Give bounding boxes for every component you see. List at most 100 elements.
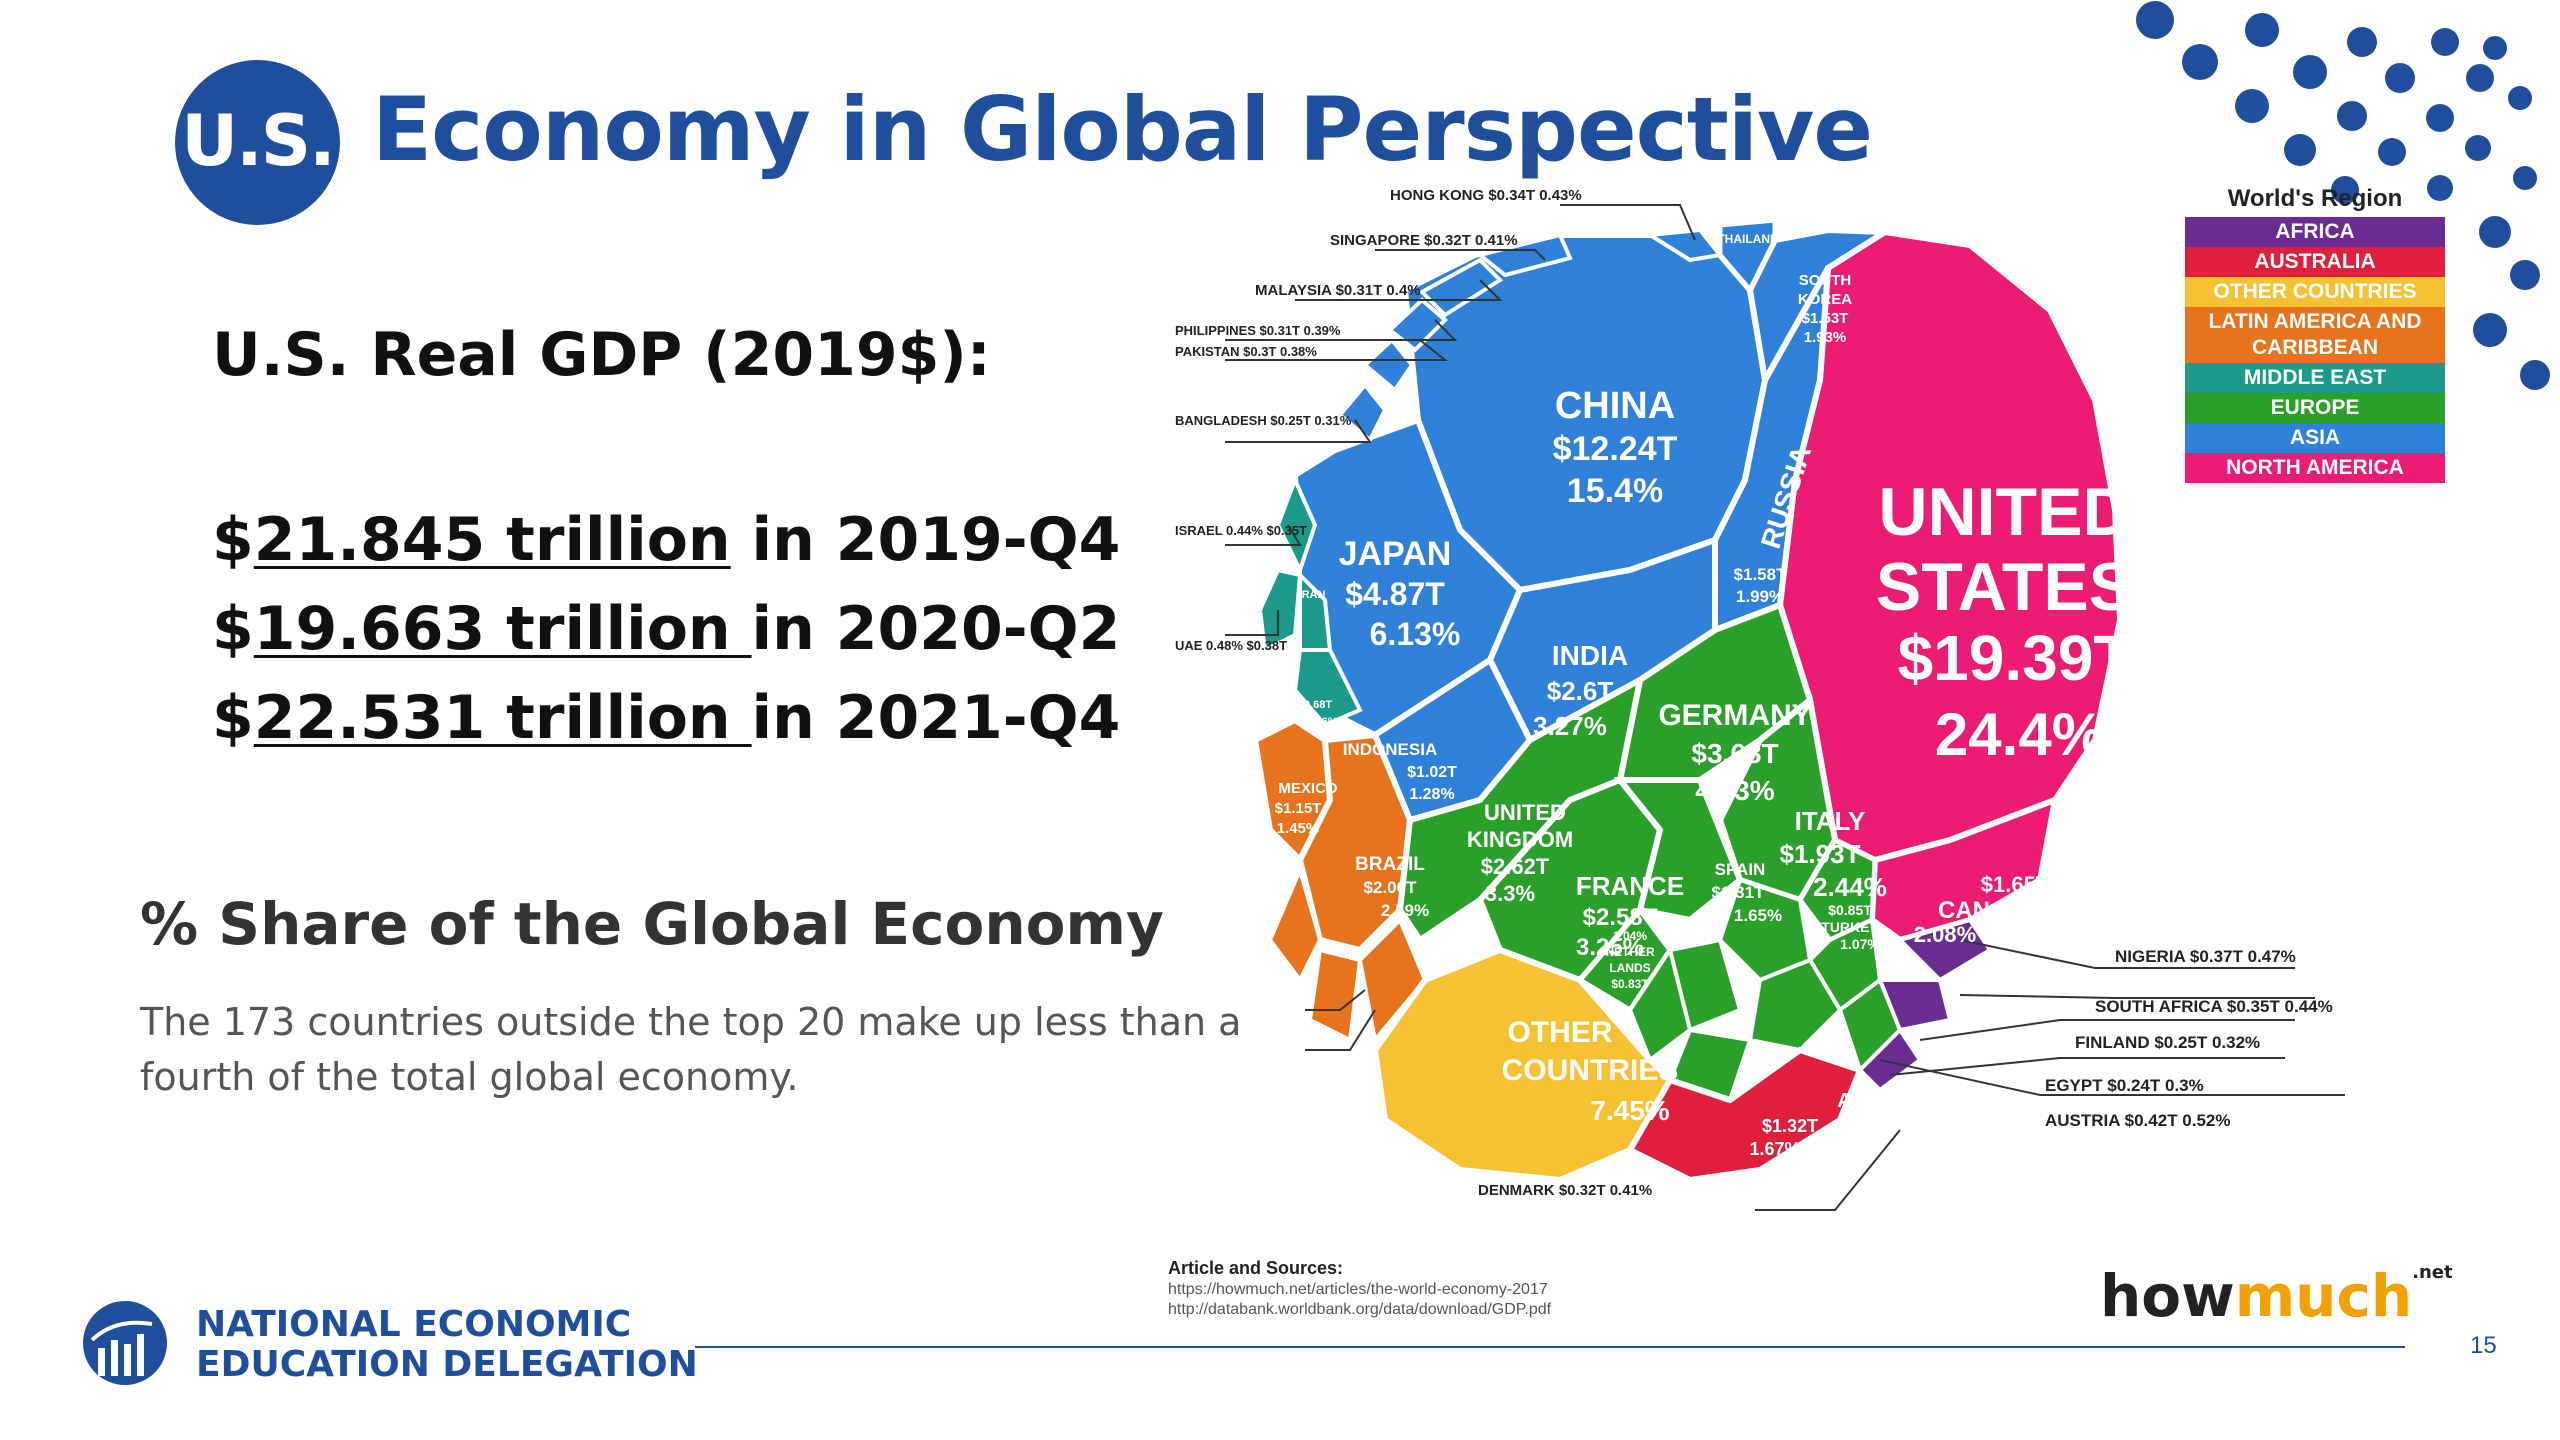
brazil-value: $2.06T: [1364, 878, 1418, 897]
brazil-name: BRAZIL: [1355, 854, 1425, 875]
skorea-share: 1.93%: [1804, 329, 1847, 346]
legend-item-middle-east: MIDDLE EAST: [2185, 363, 2445, 393]
nee-logo-icon: [83, 1301, 167, 1385]
cell-latam-small-1: [1267, 864, 1323, 984]
cell-malaysia: [1418, 257, 1504, 318]
lbl-nigeria: NIGERIA $0.37T 0.47%: [2115, 947, 2296, 966]
australia-value: $1.32T: [1762, 1116, 1818, 1136]
turkey-share: 1.07%: [1840, 936, 1880, 952]
cell-south-africa: [1877, 978, 1953, 1033]
skorea-name-2: KOREA: [1798, 291, 1852, 308]
decorative-dot: [2293, 55, 2327, 89]
india-name: INDIA: [1552, 640, 1628, 671]
legend-item-asia: ASIA: [2185, 423, 2445, 453]
italy-name: ITALY: [1795, 806, 1866, 836]
china-share: 15.4%: [1567, 472, 1663, 510]
decorative-dot: [2331, 176, 2359, 204]
us-badge: U.S.: [175, 60, 340, 225]
other-name-2: COUNTRIES: [1502, 1054, 1679, 1087]
decorative-dot: [2378, 138, 2406, 166]
france-value: $2.58T: [1583, 904, 1658, 931]
usa-name-1: UNITED: [1878, 474, 2131, 550]
netherlands-name-1: NETHER: [1605, 945, 1655, 959]
uk-value: $2.62T: [1481, 854, 1550, 879]
china-value: $12.24T: [1553, 430, 1678, 468]
lbl-uae: UAE 0.48% $0.38T: [1175, 638, 1287, 653]
cell-egypt: [1857, 1026, 1923, 1093]
spain-name: SPAIN: [1715, 860, 1766, 879]
lbl-finland: FINLAND $0.25T 0.32%: [2075, 1033, 2260, 1052]
cell-uae: [1257, 567, 1303, 654]
decorative-dot: [2483, 36, 2507, 60]
source-link-2[interactable]: http://databank.worldbank.org/data/downl…: [1168, 1301, 1552, 1318]
lbl-south-africa: SOUTH AFRICA $0.35T 0.44%: [2095, 997, 2333, 1016]
russia-value: $1.58T: [1734, 565, 1788, 584]
us-badge-text: U.S.: [181, 100, 335, 182]
indonesia-value: $1.02T: [1407, 764, 1457, 781]
page-number: 15: [2470, 1332, 2497, 1359]
cell-australia: [1625, 1046, 1864, 1184]
legend-item-north-america: NORTH AMERICA: [2185, 453, 2445, 483]
cell-spain: [1613, 777, 1744, 924]
legend: World's Region AFRICA AUSTRALIA OTHER CO…: [2185, 185, 2445, 483]
france-share: 3.25%: [1576, 934, 1644, 961]
other-name-1: OTHER: [1508, 1016, 1613, 1049]
cell-hong-kong: [1643, 227, 1724, 263]
decorative-dot: [2508, 86, 2532, 110]
lbl-austria: AUSTRIA $0.42T 0.52%: [2045, 1111, 2231, 1130]
lbl-egypt: EGYPT $0.24T 0.3%: [2045, 1076, 2204, 1095]
legend-item-other-countries: OTHER COUNTRIES: [2185, 277, 2445, 307]
australia-name: AUSTRALIA: [1837, 1090, 1953, 1112]
lbl-denmark: DENMARK $0.32T 0.41%: [1478, 1182, 1652, 1199]
mexico-share: 1.45%: [1277, 820, 1320, 837]
cell-thailand: [1717, 217, 1778, 295]
japan-share: 6.13%: [1370, 616, 1461, 652]
canada-value: $1.65T: [1981, 872, 2050, 897]
italy-share: 2.44%: [1813, 872, 1887, 902]
france-name: FRANCE: [1576, 871, 1684, 901]
gdp-heading: U.S. Real GDP (2019$):: [212, 320, 991, 390]
uk-name-1: UNITED: [1484, 800, 1566, 825]
lbl-hong-kong: HONG KONG $0.34T 0.43%: [1390, 187, 1582, 204]
germany-value: $3.68T: [1691, 738, 1778, 769]
indonesia-share: 1.28%: [1409, 786, 1454, 803]
netherlands-share: 1.04%: [1613, 929, 1647, 943]
canada-share: 2.08%: [1914, 922, 1976, 947]
gdp-line-2019: $21.845 trillion in 2019-Q4: [212, 505, 1121, 575]
decorative-dot: [2431, 28, 2459, 56]
sources-title: Article and Sources:: [1168, 1258, 1344, 1278]
turkey-value: $0.85T: [1828, 902, 1872, 918]
global-economy-voronoi-chart: UNITED STATES $19.39T 24.4% CHINA $12.24…: [1175, 187, 2345, 1211]
cell-singapore: [1475, 232, 1573, 278]
canada-name: CANADA: [1938, 897, 2042, 924]
uk-share: 3.3%: [1485, 881, 1535, 906]
spain-share: 1.65%: [1734, 906, 1782, 925]
cell-bangladesh: [1337, 381, 1388, 444]
iran-label: IRAN: [1299, 589, 1326, 601]
cell-brazil: [1296, 731, 1414, 954]
decorative-dot: [2347, 27, 2377, 57]
germany-share: 4.63%: [1695, 775, 1774, 806]
legend-item-africa: AFRICA: [2185, 217, 2445, 247]
decorative-dot: [2182, 44, 2218, 80]
cell-israel: [1275, 474, 1318, 576]
spain-value: $1.31T: [1712, 883, 1766, 902]
mexico-value: $1.15T: [1275, 800, 1322, 817]
cell-turkey: [1797, 836, 1878, 944]
other-share: 7.45%: [1590, 1095, 1669, 1126]
decorative-dot: [2385, 63, 2415, 93]
germany-name: GERMANY: [1658, 699, 1811, 732]
skorea-name-1: SOUTH: [1799, 272, 1852, 289]
sources-block: Article and Sources: https://howmuch.net…: [1168, 1258, 1551, 1320]
australia-share: 1.67%: [1749, 1139, 1800, 1159]
netherlands-value: $0.83T: [1611, 977, 1649, 991]
cell-norway: [1747, 957, 1843, 1053]
source-link-1[interactable]: https://howmuch.net/articles/the-world-e…: [1168, 1281, 1548, 1298]
uk-name-2: KINGDOM: [1467, 827, 1573, 852]
cell-latam-small-2: [1307, 947, 1363, 1044]
gdp-value-2021: 22.531 trillion: [253, 683, 752, 753]
india-value: $2.6T: [1547, 676, 1614, 706]
india-share: 3.27%: [1533, 711, 1607, 741]
saudi-share: 0.86%: [1306, 716, 1337, 728]
lbl-malaysia: MALAYSIA $0.31T 0.4%: [1255, 282, 1421, 299]
